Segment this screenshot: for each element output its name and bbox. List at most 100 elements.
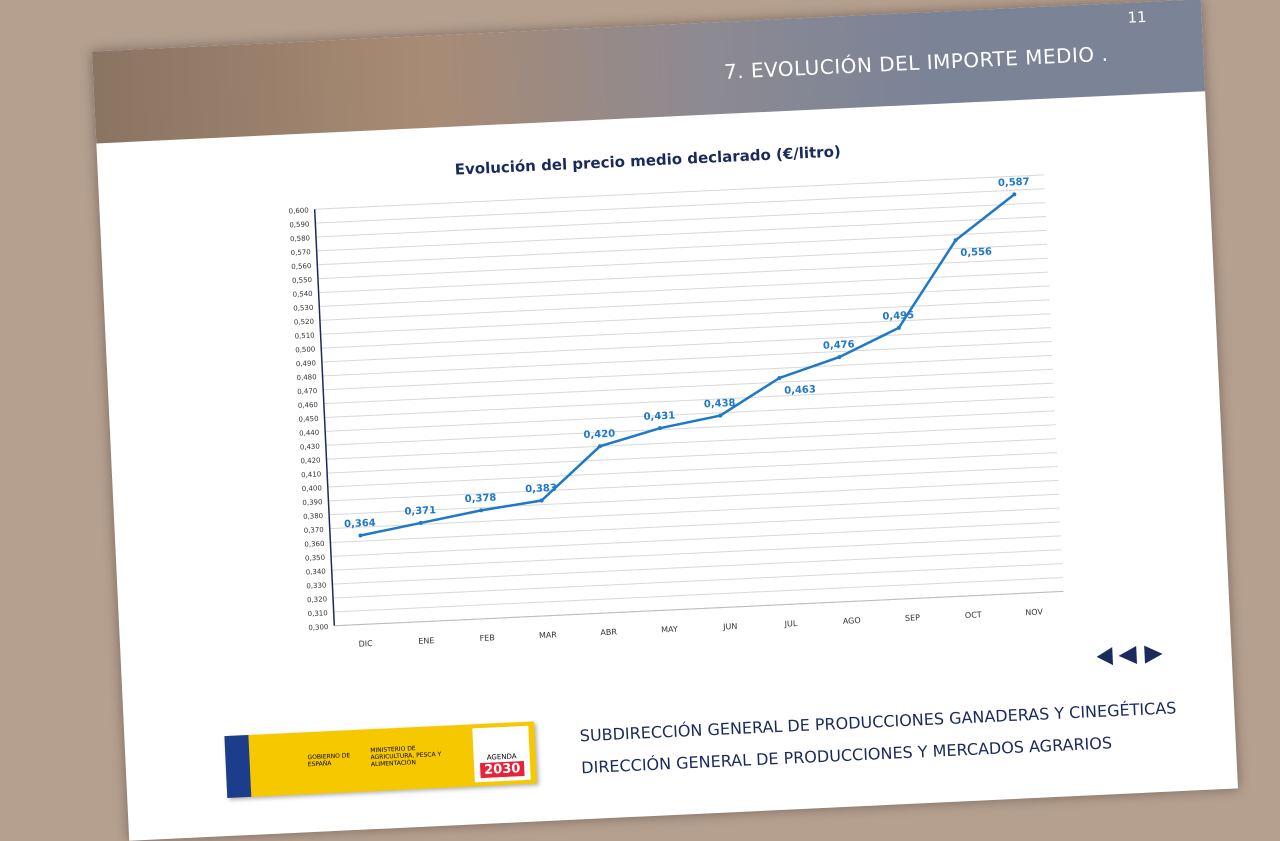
y-tick-label: 0,320	[307, 595, 327, 604]
grid-line	[333, 577, 1063, 613]
point	[358, 533, 363, 538]
y-tick-label: 0,360	[304, 540, 324, 549]
grid-line	[318, 257, 1048, 294]
x-tick-label: DIC	[358, 639, 373, 649]
grid-line	[324, 382, 1054, 419]
y-axis	[313, 209, 336, 626]
grid-line	[332, 549, 1062, 585]
x-tick-label: MAR	[539, 630, 558, 640]
grid-line	[330, 507, 1060, 543]
nav	[1096, 645, 1163, 666]
series-line	[360, 193, 1016, 537]
grid-line	[325, 396, 1055, 432]
grid-line	[331, 535, 1061, 571]
point	[777, 375, 782, 380]
chart: Evolución del precio medio declarado (€/…	[289, 142, 1064, 649]
y-tick-label: 0,330	[306, 581, 326, 590]
x-axis	[334, 590, 1064, 627]
value-label: 0,476	[823, 339, 855, 351]
grid-line	[317, 243, 1048, 280]
x-tick-label: ENE	[418, 636, 434, 646]
point	[896, 325, 901, 330]
logo-government: GOBIERNO DE ESPAÑA	[307, 752, 351, 769]
grid-line	[332, 563, 1063, 599]
agenda-badge: AGENDA 2030	[472, 725, 531, 783]
y-tick-label: 0,420	[300, 456, 320, 465]
value-label: 0,556	[960, 247, 992, 259]
grid-line	[319, 271, 1049, 307]
grid-line	[327, 438, 1057, 474]
value-label: 0,438	[704, 398, 736, 410]
chart-title: Evolución del precio medio declarado (€/…	[454, 142, 841, 178]
grid-line	[326, 424, 1056, 460]
y-tick-label: 0,570	[290, 248, 310, 257]
value-label: 0,463	[784, 384, 816, 396]
point	[718, 413, 723, 418]
grid-line	[317, 229, 1047, 266]
y-tick-label: 0,530	[293, 304, 313, 313]
logo-ministry: MINISTERIO DE AGRICULTURA, PESCA Y ALIME…	[370, 745, 442, 769]
x-tick-label: NOV	[1025, 607, 1044, 617]
grid-line	[321, 327, 1052, 363]
y-tick-label: 0,340	[306, 568, 326, 577]
x-tick-label: JUN	[722, 622, 738, 632]
value-label: 0,383	[525, 483, 557, 495]
point	[418, 520, 423, 525]
y-tick-label: 0,460	[298, 401, 318, 410]
slide: 11 7. EVOLUCIÓN DEL IMPORTE MEDIO . Evol…	[92, 0, 1238, 841]
y-tick-label: 0,350	[305, 554, 325, 563]
y-tick-label: 0,600	[289, 207, 309, 216]
grid-line	[327, 452, 1057, 488]
point	[837, 355, 842, 360]
value-label: 0,495	[882, 310, 914, 322]
y-tick-label: 0,380	[303, 512, 323, 521]
y-tick-label: 0,370	[304, 526, 324, 535]
x-tick-label: OCT	[965, 610, 982, 620]
y-tick-label: 0,410	[301, 470, 321, 479]
grid-line	[331, 521, 1061, 557]
y-tick-label: 0,500	[295, 345, 315, 354]
value-label: 0,371	[404, 505, 436, 517]
y-tick-label: 0,560	[291, 262, 311, 271]
point	[1012, 192, 1017, 197]
grid-line	[329, 479, 1059, 516]
y-tick-label: 0,440	[299, 429, 319, 438]
point	[539, 498, 544, 503]
nav-first[interactable]	[1096, 647, 1114, 666]
grid-line	[323, 368, 1054, 405]
agenda-year: 2030	[479, 761, 525, 779]
page-number: 11	[1127, 7, 1147, 27]
grid-line	[319, 285, 1050, 321]
x-tick-label: JUL	[783, 619, 798, 629]
y-tick-label: 0,590	[289, 220, 309, 229]
y-tick-label: 0,550	[292, 276, 312, 285]
y-tick-label: 0,540	[292, 290, 312, 299]
y-tick-label: 0,430	[300, 443, 320, 452]
grid-line	[314, 174, 1044, 210]
nav-next[interactable]	[1144, 645, 1163, 664]
point	[657, 426, 662, 431]
y-tick-label: 0,580	[290, 234, 310, 243]
grid-line	[320, 299, 1050, 335]
grid-line	[325, 410, 1056, 446]
y-tick-label: 0,470	[297, 387, 317, 396]
value-label: 0,378	[465, 493, 497, 505]
logo: GOBIERNO DE ESPAÑA MINISTERIO DE AGRICUL…	[224, 721, 537, 799]
point	[597, 444, 602, 449]
grid-line	[315, 188, 1045, 224]
grid-line	[315, 202, 1046, 238]
grid-line	[321, 313, 1051, 349]
grid-line	[328, 465, 1058, 502]
slide-title: 7. EVOLUCIÓN DEL IMPORTE MEDIO .	[723, 41, 1109, 84]
point	[953, 238, 958, 243]
x-tick-label: AGO	[843, 616, 861, 626]
x-tick-label: SEP	[905, 613, 921, 623]
y-tick-label: 0,450	[298, 415, 318, 424]
flag	[224, 734, 252, 799]
grid-line	[323, 354, 1053, 391]
y-tick-label: 0,490	[296, 359, 316, 368]
value-label: 0,364	[344, 518, 376, 530]
y-tick-label: 0,390	[302, 498, 322, 507]
grid-line	[316, 216, 1046, 252]
nav-prev[interactable]	[1118, 646, 1138, 665]
